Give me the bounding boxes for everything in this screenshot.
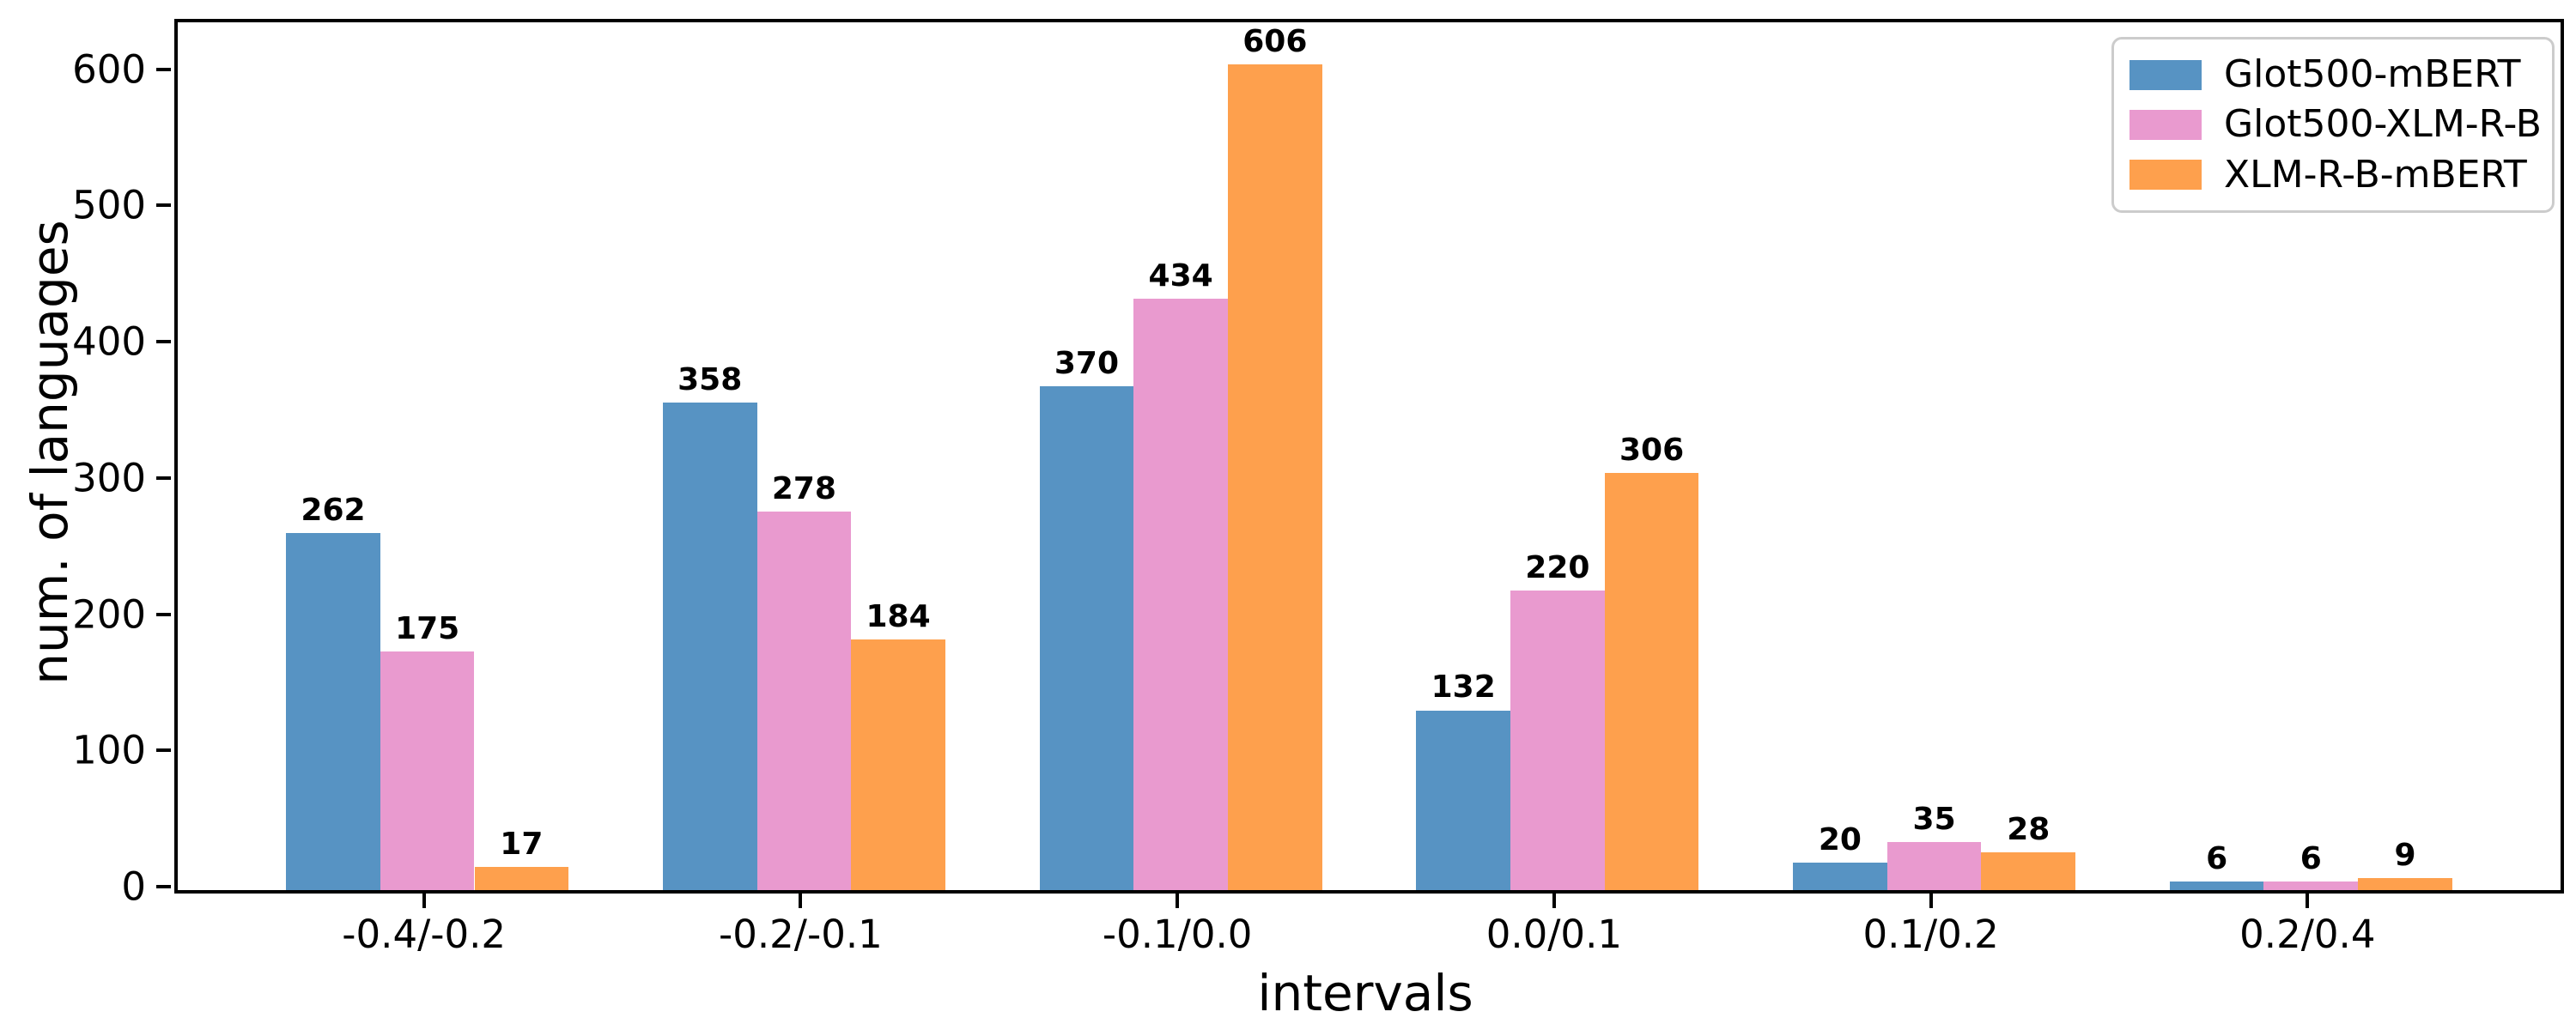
bar-value-label: 278 [771,470,836,506]
y-axis-label: num. of languages [21,220,79,685]
x-tick-label: -0.2/-0.1 [719,912,883,957]
x-tick-label: 0.2/0.4 [2239,912,2376,957]
bar-Glot500-mBERT--0.4/-0.2 [286,533,380,890]
bar-value-label: 606 [1242,24,1308,60]
bar-XLM-R-B-mBERT--0.4/-0.2 [474,867,569,890]
bar-Glot500-mBERT-0.0/0.1 [1416,710,1510,890]
legend-item-Glot500-mBERT: Glot500-mBERT [2129,56,2537,94]
bar-XLM-R-B-mBERT-0.0/0.1 [1604,473,1699,890]
x-axis-label: intervals [1257,964,1473,1022]
legend-label: XLM-R-B-mBERT [2224,152,2527,197]
bar-XLM-R-B-mBERT-0.1/0.2 [1981,851,2076,890]
y-tick-label: 400 [72,318,146,365]
x-tick [1929,894,1933,908]
bar-XLM-R-B-mBERT--0.2/-0.1 [851,639,945,890]
y-tick-label: 600 [72,46,146,93]
legend-label: Glot500-mBERT [2224,52,2521,97]
bar-value-label: 262 [301,493,366,529]
y-tick-label: 500 [72,182,146,228]
legend: Glot500-mBERT Glot500-XLM-R-B XLM-R-B-mBER… [2111,37,2555,213]
bar-value-label: 17 [500,827,544,863]
legend-item-Glot500-XLM-R-B: Glot500-XLM-R-B [2129,106,2542,143]
x-tick-label: -0.1/0.0 [1102,912,1253,957]
bar-Glot500-XLM-R-B--0.1/0.0 [1133,299,1228,890]
legend-swatch-icon [2129,59,2202,90]
bar-Glot500-XLM-R-B-0.2/0.4 [2263,882,2359,890]
bar-value-label: 220 [1525,549,1590,585]
x-tick-label: 0.1/0.2 [1862,912,1999,957]
bar-XLM-R-B-mBERT--0.1/0.0 [1227,64,1322,890]
bar-value-label: 434 [1148,258,1213,294]
bar-Glot500-XLM-R-B-0.1/0.2 [1886,842,1982,890]
x-tick [422,894,426,908]
bar-Glot500-mBERT-0.1/0.2 [1793,863,1887,890]
y-tick-label: 200 [72,591,146,638]
bar-value-label: 6 [2300,841,2322,877]
y-tick [156,612,171,616]
bar-value-label: 184 [866,598,931,634]
bar-value-label: 28 [2007,811,2050,847]
y-tick-label: 100 [72,727,146,773]
bar-value-label: 175 [395,611,460,647]
x-tick [2306,894,2310,908]
y-tick [156,340,171,344]
y-tick [156,67,171,71]
y-tick-label: 0 [121,863,146,910]
y-tick [156,885,171,888]
bar-Glot500-mBERT-0.2/0.4 [2169,882,2264,890]
bar-Glot500-mBERT--0.1/0.0 [1039,385,1134,890]
legend-label: Glot500-XLM-R-B [2224,102,2542,147]
legend-swatch-icon [2129,109,2202,140]
bar-value-label: 20 [1818,822,1862,858]
bar-Glot500-XLM-R-B--0.4/-0.2 [380,651,475,890]
bar-Glot500-XLM-R-B--0.2/-0.1 [756,511,852,890]
x-tick-label: 0.0/0.1 [1485,912,1623,957]
bar-value-label: 306 [1619,433,1685,469]
bar-value-label: 132 [1431,670,1496,706]
legend-swatch-icon [2129,160,2202,191]
bar-value-label: 6 [2206,841,2228,877]
x-tick [1552,894,1556,908]
y-tick [156,203,171,208]
bar-value-label: 9 [2394,837,2416,873]
y-tick-label: 300 [72,455,146,501]
legend-item-XLM-R-B-mBERT: XLM-R-B-mBERT [2129,152,2537,197]
x-tick-label: -0.4/-0.2 [342,912,507,957]
bar-value-label: 370 [1054,345,1120,381]
bar-value-label: 358 [677,361,743,397]
bar-XLM-R-B-mBERT-0.2/0.4 [2358,877,2452,890]
y-tick [156,748,171,753]
x-tick [799,894,803,908]
x-tick [1176,894,1180,908]
bar-value-label: 35 [1912,802,1956,838]
bar-Glot500-mBERT--0.2/-0.1 [662,402,757,890]
bar-Glot500-XLM-R-B-0.0/0.1 [1510,590,1605,890]
y-tick [156,476,171,480]
